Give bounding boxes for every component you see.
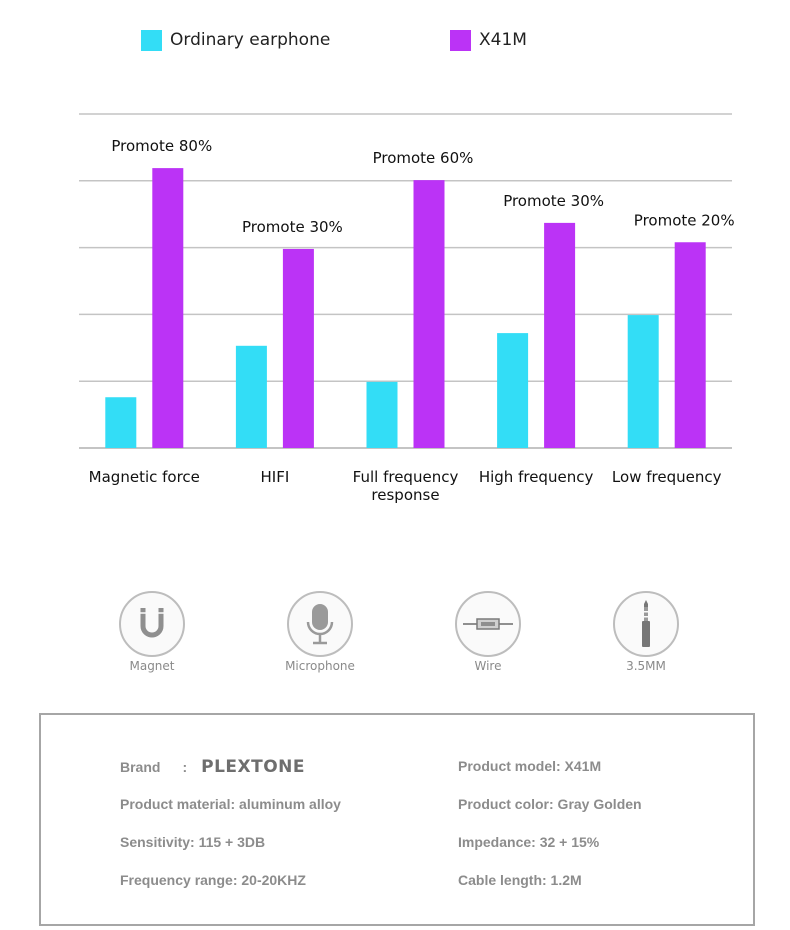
feature-label-magnet: Magnet <box>129 659 175 673</box>
bar-x41m-3 <box>544 222 576 448</box>
bar-ordinary-2 <box>366 381 398 448</box>
wire-icon <box>455 591 521 657</box>
spec-box: Brand: PLEXTONE Product material: aluminu… <box>39 713 755 926</box>
bar-ordinary-4 <box>627 315 659 448</box>
spec-frequency-range: Frequency range: 20-20KHZ <box>120 872 306 888</box>
feature-label-wire: Wire <box>474 659 502 673</box>
annotation-label-1: Promote 30% <box>242 218 343 236</box>
bar-ordinary-0 <box>105 397 137 448</box>
annotation-label-4: Promote 20% <box>634 211 735 229</box>
bar-x41m-1 <box>282 248 314 448</box>
brand-separator: : <box>182 759 188 775</box>
category-label-2: Full frequency response <box>353 468 459 504</box>
legend-label-ordinary: Ordinary earphone <box>170 30 331 50</box>
bar-chart: Promote 80% Magnetic force Promote 30% HIFI… <box>79 113 735 504</box>
brand-logo: PLEXTONE <box>201 757 306 777</box>
feature-microphone: Microphone <box>285 591 355 673</box>
spec-sensitivity: Sensitivity: 115 + 3DB <box>120 834 266 850</box>
spec-impedance: Impedance: 32 + 15% <box>458 834 600 850</box>
spec-cable-length: Cable length: 1.2M <box>458 872 582 888</box>
magnet-icon <box>119 591 185 657</box>
legend-swatch-x41m <box>450 29 471 51</box>
feature-wire: Wire <box>455 591 521 673</box>
spec-color: Product color: Gray Golden <box>458 796 642 812</box>
feature-jack: 3.5MM <box>613 591 679 673</box>
bar-ordinary-1 <box>235 345 267 448</box>
annotation-label-3: Promote 30% <box>503 192 604 210</box>
bar-x41m-4 <box>674 242 706 448</box>
annotation-label-2: Promote 60% <box>373 149 474 167</box>
brand-label: Brand <box>120 759 161 775</box>
jack-plug-icon <box>613 591 679 657</box>
category-label-3: High frequency <box>479 468 594 486</box>
spec-brand: Brand: PLEXTONE <box>120 757 305 777</box>
bar-ordinary-3 <box>497 333 529 448</box>
spec-material: Product material: aluminum alloy <box>120 796 341 812</box>
legend-item-ordinary: Ordinary earphone <box>141 29 330 51</box>
legend-item-x41m: X41M <box>450 29 527 51</box>
spec-model: Product model: X41M <box>458 758 602 774</box>
annotation-label-0: Promote 80% <box>111 137 212 155</box>
feature-magnet: Magnet <box>119 591 185 673</box>
legend-label-x41m: X41M <box>479 30 527 50</box>
feature-label-microphone: Microphone <box>285 659 355 673</box>
feature-label-jack: 3.5MM <box>626 659 666 673</box>
bar-x41m-0 <box>152 168 184 448</box>
bar-x41m-2 <box>413 180 445 448</box>
category-label-0: Magnetic force <box>89 468 200 486</box>
legend-swatch-ordinary <box>141 29 162 51</box>
category-label-4: Low frequency <box>612 468 722 486</box>
category-label-1: HIFI <box>261 468 290 486</box>
microphone-icon <box>287 591 353 657</box>
